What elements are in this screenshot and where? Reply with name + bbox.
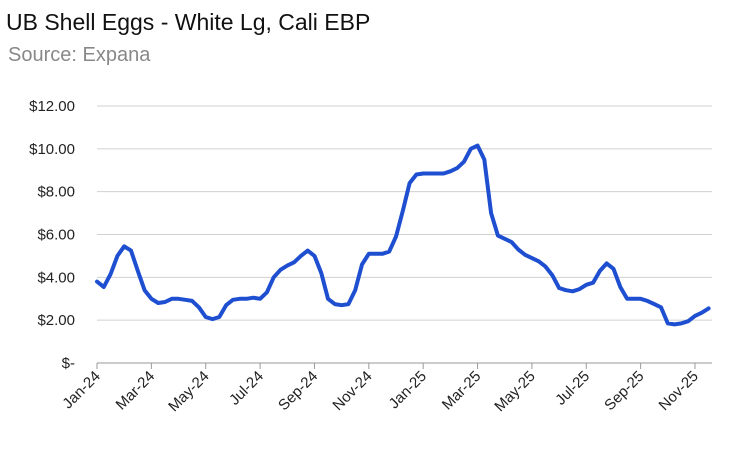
x-tick-label: Jan-24 (59, 368, 103, 412)
y-tick-label: $2.00 (37, 312, 75, 329)
x-tick-label: May-25 (491, 368, 538, 415)
y-tick-label: $6.00 (37, 227, 75, 244)
data-line (95, 143, 711, 327)
x-tick-label: Nov-24 (329, 368, 375, 414)
y-tick-label: $8.00 (37, 184, 75, 201)
x-tick-label: Jul-25 (552, 368, 593, 409)
x-tick-label: Jul-24 (226, 368, 267, 409)
x-tick-label: May-24 (165, 368, 212, 415)
y-tick-label: $- (62, 355, 75, 372)
y-tick-label: $10.00 (29, 141, 75, 158)
x-tick-label: Sep-24 (275, 368, 321, 414)
chart-subtitle: Source: Expana (8, 44, 151, 66)
chart-title: UB Shell Eggs - White Lg, Cali EBP (6, 9, 370, 35)
x-tick-label: Nov-25 (656, 368, 702, 414)
x-tick-label: Sep-25 (601, 368, 647, 414)
y-tick-label: $12.00 (29, 98, 75, 115)
x-tick-label: Mar-25 (439, 368, 485, 414)
x-tick-label: Jan-25 (386, 368, 430, 412)
x-tick-label: Mar-24 (113, 368, 159, 414)
y-tick-label: $4.00 (37, 269, 75, 286)
